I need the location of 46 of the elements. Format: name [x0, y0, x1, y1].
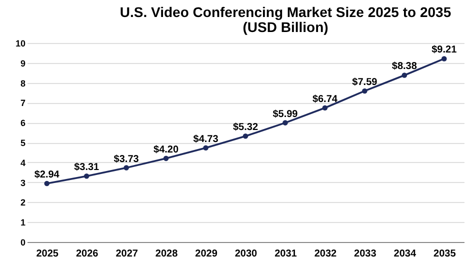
- y-tick-label: 5: [20, 138, 26, 148]
- point: [203, 145, 208, 151]
- point: [44, 180, 50, 186]
- point: [322, 105, 328, 111]
- x-tick-label: 2031: [274, 248, 298, 260]
- y-tick-label: 8: [20, 78, 26, 88]
- data-label: $3.31: [74, 162, 100, 174]
- y-tick-label: 0: [20, 238, 26, 248]
- y-tick-label: 2: [20, 198, 26, 208]
- data-label: $5.32: [232, 122, 258, 134]
- y-tick-label: 6: [20, 118, 26, 128]
- data-label: $4.73: [193, 134, 219, 145]
- point: [163, 156, 169, 162]
- x-tick-label: 2029: [195, 248, 218, 260]
- y-tick-label: 7: [20, 98, 26, 108]
- data-label: $2.94: [34, 169, 60, 180]
- x-tick-label: 2028: [155, 248, 178, 260]
- point: [441, 56, 447, 62]
- x-tick-label: 2026: [76, 248, 99, 260]
- data-label: $6.74: [312, 94, 338, 105]
- x-tick-label: 2030: [234, 248, 258, 260]
- data-label: $7.59: [352, 76, 378, 88]
- x-tick-label: 2034: [394, 248, 416, 260]
- y-tick-label: 4: [20, 158, 26, 168]
- point: [362, 88, 368, 94]
- x-tick-label: 2033: [354, 248, 377, 260]
- data-label: $3.73: [114, 154, 140, 165]
- x-tick-label: 2032: [314, 248, 338, 260]
- data-label: $8.38: [392, 61, 418, 72]
- x-tick-label: 2025: [36, 248, 59, 260]
- y-tick-label: 1: [20, 218, 26, 228]
- data-label: $4.20: [154, 144, 179, 156]
- chart-subtitle: (USD Billion): [242, 19, 328, 35]
- point: [84, 173, 90, 179]
- chart-title: U.S. Video Conferencing Market Size 2025 to 2035: [120, 4, 452, 20]
- point: [242, 133, 248, 139]
- point: [402, 72, 408, 78]
- y-tick-label: 10: [15, 38, 26, 48]
- y-tick-label: 3: [20, 178, 26, 188]
- data-label: $5.99: [272, 108, 298, 120]
- data-label: $9.21: [432, 44, 458, 56]
- x-tick-label: 2035: [434, 248, 456, 260]
- x-tick-label: 2027: [116, 248, 138, 260]
- point: [282, 120, 288, 126]
- point: [124, 165, 129, 170]
- y-tick-label: 9: [20, 58, 26, 68]
